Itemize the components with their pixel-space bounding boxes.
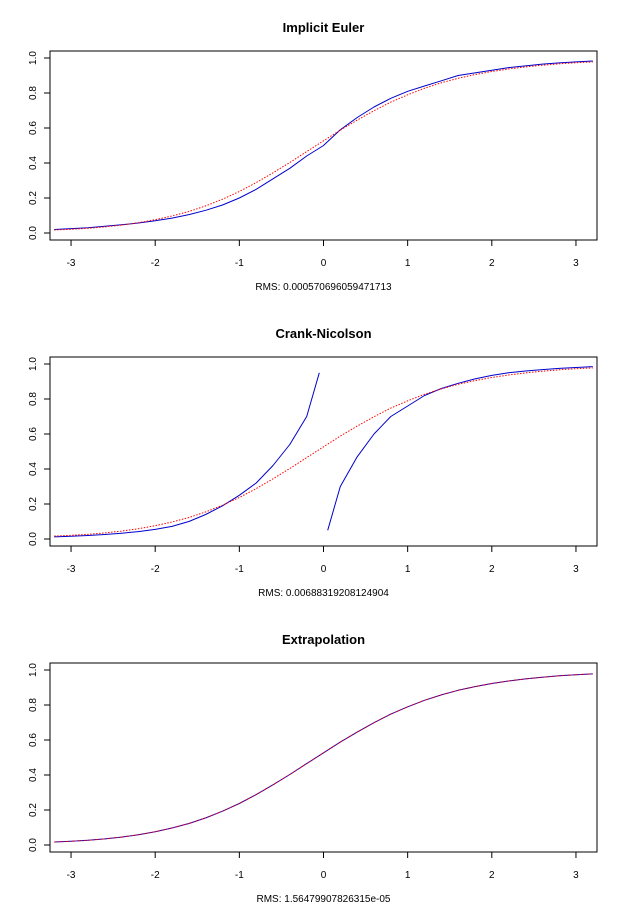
- x-tick-label: 2: [489, 870, 495, 881]
- x-tick-label: -1: [235, 258, 244, 269]
- x-axis-label: RMS: 0.00688319208124904: [258, 588, 389, 599]
- series-line-dotted: [54, 367, 593, 537]
- chart-title: Crank-Nicolson: [275, 326, 371, 341]
- x-tick-label: 2: [489, 564, 495, 575]
- x-tick-label: -2: [151, 258, 160, 269]
- y-tick-label: 0.0: [28, 532, 39, 546]
- chart-title: Extrapolation: [282, 632, 365, 647]
- x-tick-label: 3: [573, 258, 579, 269]
- x-tick-label: 1: [405, 564, 411, 575]
- chart-panel: Crank-Nicolson -3 -2 -1 0 1 2 3 0.0 0.2 0.4 0.6 0.8 1…: [28, 326, 598, 599]
- x-tick-label: -1: [235, 870, 244, 881]
- y-tick-label: 0.8: [28, 392, 39, 406]
- y-tick-label: 1.0: [28, 357, 39, 371]
- x-tick-label: -2: [151, 564, 160, 575]
- x-tick-label: 0: [321, 564, 327, 575]
- y-tick-label: 0.4: [28, 462, 39, 476]
- y-tick-label: 1.0: [28, 663, 39, 677]
- y-tick-label: 0.6: [28, 121, 39, 135]
- x-tick-label: 1: [405, 870, 411, 881]
- plot-frame: [49, 356, 598, 547]
- series-line-solid: [54, 673, 593, 843]
- x-tick-label: -2: [151, 870, 160, 881]
- x-tick-label: 3: [573, 870, 579, 881]
- y-tick-label: 0.2: [28, 191, 39, 205]
- y-tick-label: 0.2: [28, 497, 39, 511]
- plot-frame: [49, 662, 598, 853]
- y-tick-label: 0.4: [28, 156, 39, 170]
- x-tick-label: 0: [321, 258, 327, 269]
- x-tick-label: -3: [67, 564, 76, 575]
- series-line-dotted: [54, 61, 593, 231]
- y-tick-label: 0.0: [28, 838, 39, 852]
- series-line-solid: [327, 366, 593, 531]
- series-line-dotted: [54, 673, 593, 843]
- y-tick-label: 1.0: [28, 51, 39, 65]
- series-line-solid: [54, 60, 593, 230]
- chart-title: Implicit Euler: [283, 20, 365, 35]
- y-tick-label: 0.8: [28, 86, 39, 100]
- y-tick-label: 0.2: [28, 803, 39, 817]
- x-tick-label: -1: [235, 564, 244, 575]
- y-tick-label: 0.0: [28, 226, 39, 240]
- y-tick-label: 0.4: [28, 768, 39, 782]
- x-tick-label: 0: [321, 870, 327, 881]
- y-tick-label: 0.8: [28, 698, 39, 712]
- y-tick-label: 0.6: [28, 733, 39, 747]
- y-tick-label: 0.6: [28, 427, 39, 441]
- x-tick-label: 1: [405, 258, 411, 269]
- x-axis-label: RMS: 1.56479907826315e-05: [257, 894, 391, 905]
- chart-panel: Implicit Euler -3 -2 -1 0 1 2 3 0.0 0.2 0.4 0.6 0.8 1…: [28, 20, 598, 293]
- x-tick-label: 3: [573, 564, 579, 575]
- series-line-solid: [54, 372, 320, 538]
- x-tick-label: 2: [489, 258, 495, 269]
- x-tick-label: -3: [67, 258, 76, 269]
- x-tick-label: -3: [67, 870, 76, 881]
- chart-panel: Extrapolation -3 -2 -1 0 1 2 3 0.0 0.2 0.4 0.6 0.8 1.…: [28, 632, 598, 905]
- x-axis-label: RMS: 0.000570696059471713: [255, 282, 392, 293]
